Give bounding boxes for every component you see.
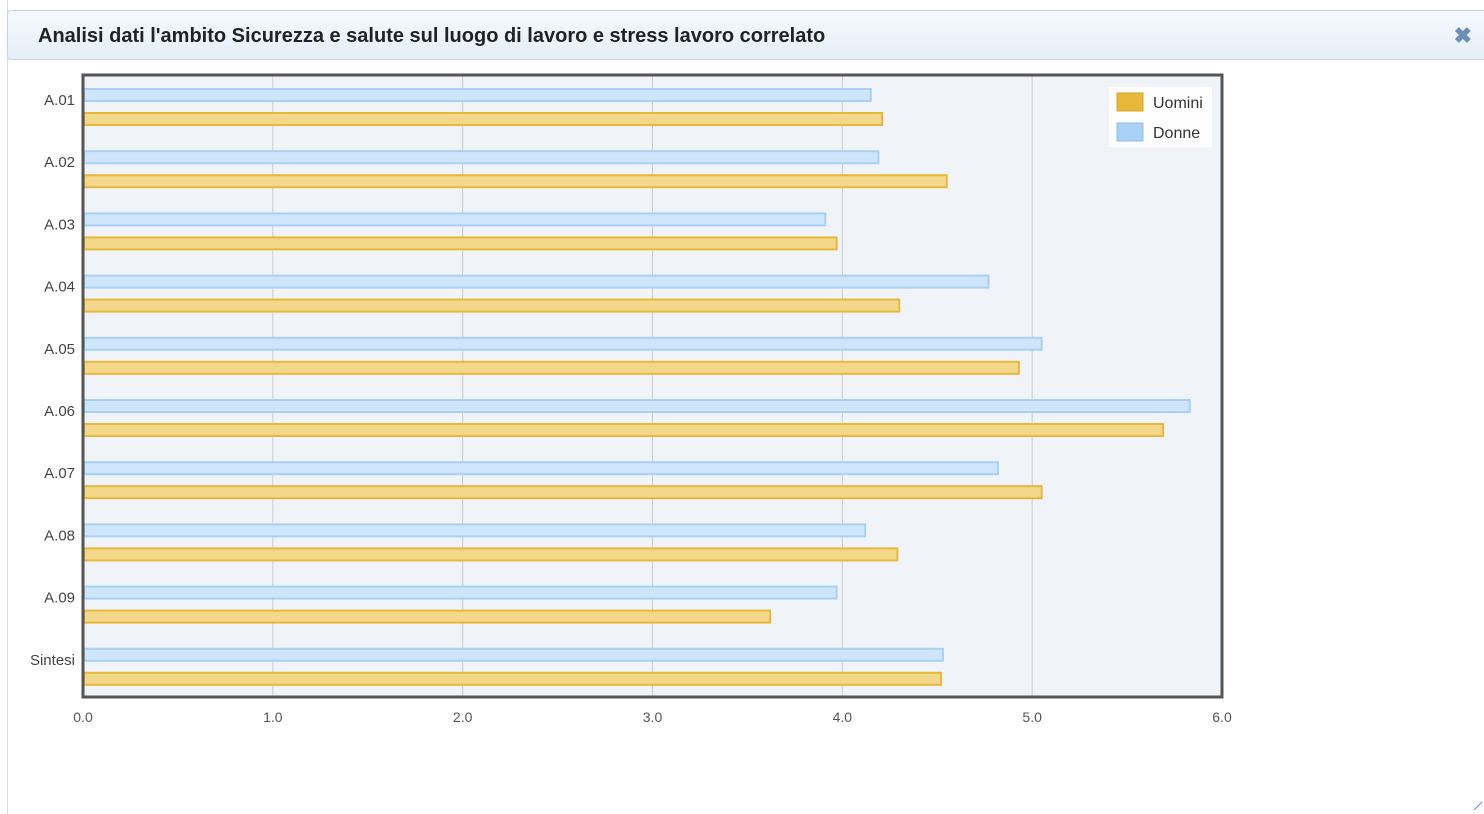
bar-uomini [83, 671, 943, 686]
window-titlebar: Analisi dati l'ambito Sicurezza e salute… [7, 10, 1484, 60]
bar-donne [83, 585, 838, 600]
bar-uomini [83, 360, 1020, 375]
y-tick-label: A.05 [44, 341, 75, 358]
legend-label-uomini: Uomini [1153, 95, 1203, 112]
bar-donne [83, 274, 990, 289]
chart-area: 0.0 1.0 2.0 3.0 4.0 5.0 6.0 A.01 A.02 A.03 A.04 A.0… [0, 62, 1484, 752]
y-tick-label: A.04 [44, 279, 75, 296]
x-tick-label: 1.0 [263, 709, 283, 725]
x-tick-label: 3.0 [643, 709, 663, 725]
resize-grip-icon[interactable] [1472, 800, 1482, 810]
bar-uomini [83, 174, 948, 189]
bar-uomini [83, 485, 1043, 500]
bar-uomini [83, 298, 901, 313]
x-tick-label: 6.0 [1212, 709, 1232, 725]
bar-donne [83, 212, 827, 227]
plot-frame [81, 73, 1224, 699]
bar-donne [83, 88, 872, 102]
bar-donne [83, 399, 1191, 413]
y-tick-label: A.08 [44, 527, 75, 544]
bar-donne [83, 461, 999, 476]
bar-donne [83, 150, 880, 165]
bar-donne [83, 336, 1043, 351]
y-tick-label: A.09 [44, 590, 75, 607]
x-tick-label: 5.0 [1022, 709, 1042, 725]
bar-uomini [83, 609, 772, 624]
bar-chart: 0.0 1.0 2.0 3.0 4.0 5.0 6.0 A.01 A.02 A.03 A.04 A.0… [30, 73, 1232, 725]
bar-donne [83, 523, 867, 538]
legend-label-donne: Donne [1153, 125, 1200, 142]
window-title: Analisi dati l'ambito Sicurezza e salute… [38, 25, 826, 47]
legend-swatch-uomini [1116, 92, 1144, 112]
bar-donne [83, 647, 944, 662]
y-tick-label: A.06 [44, 403, 75, 420]
bar-uomini [83, 547, 899, 562]
x-tick-label: 4.0 [833, 709, 853, 725]
y-tick-label: A.03 [44, 216, 75, 233]
bar-uomini [83, 236, 838, 251]
bar-uomini [83, 112, 884, 126]
y-tick-label: Sintesi [30, 652, 75, 669]
y-tick-label: A.07 [44, 465, 75, 482]
y-tick-label: A.02 [44, 154, 75, 171]
bar-uomini [83, 423, 1165, 437]
x-tick-label: 0.0 [73, 709, 93, 725]
legend-swatch-donne [1116, 122, 1144, 142]
close-icon[interactable]: ✖ [1453, 23, 1472, 48]
x-tick-label: 2.0 [453, 709, 473, 725]
y-tick-label: A.01 [44, 92, 75, 109]
